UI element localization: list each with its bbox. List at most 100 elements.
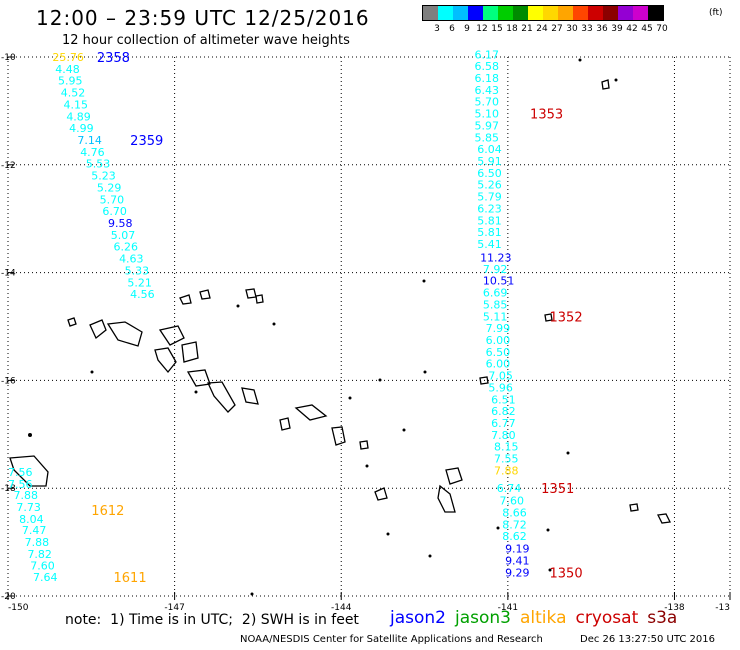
islet (566, 451, 570, 455)
wave-height-label: 7.56 (8, 478, 33, 491)
wave-height-label: 5.81 (477, 214, 502, 227)
wave-height-label: 6.23 (477, 202, 502, 215)
islet (548, 568, 552, 572)
islet (578, 58, 582, 62)
wave-height-label: 6.70 (102, 205, 127, 218)
y-tick-label: -16 (1, 376, 16, 386)
islet (250, 592, 254, 596)
x-tick-label: -13 (715, 603, 730, 613)
color-scale-tick-label: 24 (536, 24, 548, 34)
wave-height-label: 5.97 (475, 119, 500, 132)
islet (378, 378, 382, 382)
color-scale-tick-label: 9 (464, 24, 470, 34)
chart-subtitle: 12 hour collection of altimeter wave hei… (62, 33, 350, 48)
wave-height-label: 6.50 (486, 346, 511, 359)
wave-height-label: 7.05 (488, 370, 513, 383)
track-time-label: 1611 (114, 571, 147, 586)
islet (423, 370, 427, 374)
islet (90, 370, 94, 374)
islet (28, 433, 32, 437)
wave-height-label: 7.88 (494, 464, 519, 477)
wave-height-label: 8.66 (502, 506, 527, 519)
island-outline (207, 381, 236, 413)
color-scale-tick-label: 21 (521, 24, 533, 34)
wave-height-label: 4.56 (130, 288, 155, 301)
color-scale-tick-label: 15 (491, 24, 503, 34)
island-outline (67, 317, 77, 327)
wave-height-label: 7.73 (16, 501, 41, 514)
island-outline (445, 467, 463, 485)
wave-height-label: 8.15 (494, 441, 519, 454)
island-outline (359, 440, 369, 450)
color-scale-tick-label: 42 (626, 24, 638, 34)
islet (402, 428, 406, 432)
wave-height-label: 5.70 (100, 193, 125, 206)
island-outline (544, 313, 553, 322)
track-time-label: 2358 (97, 51, 130, 66)
track-time-label: 1353 (530, 108, 563, 123)
wave-height-label: 5.96 (488, 381, 513, 394)
chart-title: 12:00 – 23:59 UTC 12/25/2016 (36, 6, 370, 30)
color-scale-tick-label: 33 (581, 24, 593, 34)
island-outline (154, 347, 177, 374)
track-time-label: 1352 (550, 310, 583, 325)
altimeter-tracks: 7.567.567.887.738.047.477.887.827.607.64… (8, 48, 583, 586)
wave-height-label: 7.64 (33, 571, 58, 584)
wave-height-label: 5.79 (477, 191, 502, 204)
wave-height-label: 4.15 (64, 98, 89, 111)
wave-height-label: 5.53 (86, 158, 111, 171)
islet (236, 304, 240, 308)
generated-timestamp: Dec 26 13:27:50 UTC 2016 (580, 634, 715, 645)
wave-height-label: 7.82 (27, 548, 52, 561)
island-outline (294, 404, 328, 421)
island-outline (89, 319, 107, 340)
wave-height-label: 4.48 (55, 63, 79, 76)
wave-height-label: 9.29 (505, 566, 529, 579)
island-outlines (9, 79, 671, 524)
islet (546, 528, 550, 532)
island-outline (657, 513, 671, 524)
islet (496, 526, 500, 530)
wave-height-label: 4.52 (61, 87, 85, 100)
x-tick-label: -147 (164, 603, 184, 613)
track-altika: 7.567.567.887.738.047.477.887.827.607.64… (8, 466, 147, 586)
color-swatch (573, 6, 588, 20)
color-scale-tick-label: 36 (596, 24, 608, 34)
islet (614, 78, 618, 82)
y-tick-label: -14 (1, 269, 16, 279)
satellite-legend-s3a: s3a (647, 608, 678, 628)
color-scale-tick-label: 6 (449, 24, 455, 34)
color-swatch (648, 6, 663, 20)
wave-height-label: 7.55 (494, 453, 519, 466)
y-tick-label: -10 (1, 53, 16, 63)
wave-height-label: 11.23 (480, 252, 512, 265)
wave-height-label: 6.26 (114, 241, 138, 254)
track-time-label: 1612 (91, 504, 124, 519)
wave-height-label: 7.56 (8, 466, 33, 479)
satellite-legend: jason2 jason3 altika cryosat s3a (390, 608, 686, 628)
x-tick-label: -144 (331, 603, 352, 613)
wave-height-label: 4.99 (69, 122, 94, 135)
island-outline (181, 341, 199, 363)
color-scale-tick-label: 3 (434, 24, 440, 34)
wave-height-label: 6.18 (475, 72, 500, 85)
color-swatch (588, 6, 603, 20)
track-cryosat: 6.176.586.186.435.705.105.975.856.045.91… (475, 48, 583, 581)
wave-height-label: 4.63 (119, 253, 144, 266)
wave-height-label: 5.91 (477, 155, 502, 168)
color-scale-swatches (422, 5, 664, 21)
x-tick-label: -150 (8, 603, 29, 613)
color-swatch (483, 6, 498, 20)
island-outline (9, 455, 49, 487)
wave-height-label: 5.33 (125, 264, 150, 277)
islet (194, 390, 198, 394)
color-scale-tick-label: 30 (566, 24, 578, 34)
island-outline (629, 503, 639, 512)
wave-height-label: 6.04 (477, 143, 502, 156)
wave-height-label: 5.11 (483, 310, 508, 323)
wave-height-label: 7.99 (486, 322, 511, 335)
satellite-legend-altika: altika (520, 608, 567, 628)
wave-height-label: 6.74 (497, 482, 522, 495)
color-scale-legend: 3 6 9 12 15 18 21 24 27 30 33 36 39 42 45 70 (ft) (422, 5, 723, 35)
